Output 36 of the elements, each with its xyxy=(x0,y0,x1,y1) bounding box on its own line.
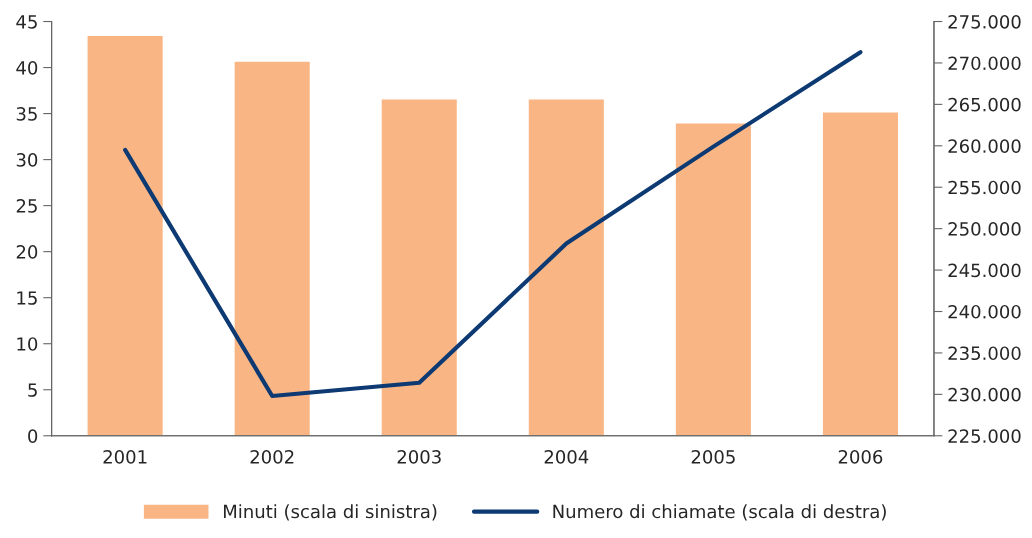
y2-tick-label: 230.000 xyxy=(948,387,1021,402)
y2-tick-label: 270.000 xyxy=(948,56,1021,71)
bar xyxy=(821,111,900,436)
y2-tick-label: 245.000 xyxy=(948,263,1021,278)
y2-tick-label: 250.000 xyxy=(948,222,1021,236)
y-tick-label: 40 xyxy=(16,61,38,75)
y2-tick-label: 225.000 xyxy=(948,429,1021,443)
line-series xyxy=(123,50,863,399)
y2-tick-label: 255.000 xyxy=(948,180,1021,195)
y-tick-label: 0 xyxy=(28,429,38,443)
legend-label: Numero di chiamate (scala di destra) xyxy=(553,504,886,521)
x-tick-label: 2006 xyxy=(838,449,883,464)
x-tick-label: 2004 xyxy=(544,449,589,464)
x-tick-label: 2002 xyxy=(250,449,294,464)
y-tick-label: 45 xyxy=(16,15,37,29)
y-tick-label: 20 xyxy=(16,245,38,259)
bar xyxy=(674,122,753,436)
bar xyxy=(86,34,165,436)
x-tick-label: 2001 xyxy=(103,449,147,464)
y-tick-label: 25 xyxy=(16,199,37,213)
y-tick-label: 15 xyxy=(17,291,37,305)
bar xyxy=(527,98,606,436)
bar xyxy=(233,60,312,436)
y-tick-label: 35 xyxy=(16,107,37,121)
y-tick-label: 30 xyxy=(16,153,38,167)
y2-tick-label: 235.000 xyxy=(948,346,1021,361)
x-tick-label: 2005 xyxy=(691,449,735,464)
bar xyxy=(380,98,459,436)
y-tick-label: 10 xyxy=(17,337,38,351)
y2-tick-label: 275.000 xyxy=(948,14,1021,29)
y-tick-label: 5 xyxy=(28,383,37,397)
y2-tick-label: 260.000 xyxy=(948,139,1021,153)
x-tick-label: 2003 xyxy=(397,449,441,464)
legend-label: Minuti (scala di sinistra) xyxy=(223,504,437,521)
y2-tick-label: 265.000 xyxy=(948,97,1021,112)
y2-tick-label: 240.000 xyxy=(948,304,1021,319)
